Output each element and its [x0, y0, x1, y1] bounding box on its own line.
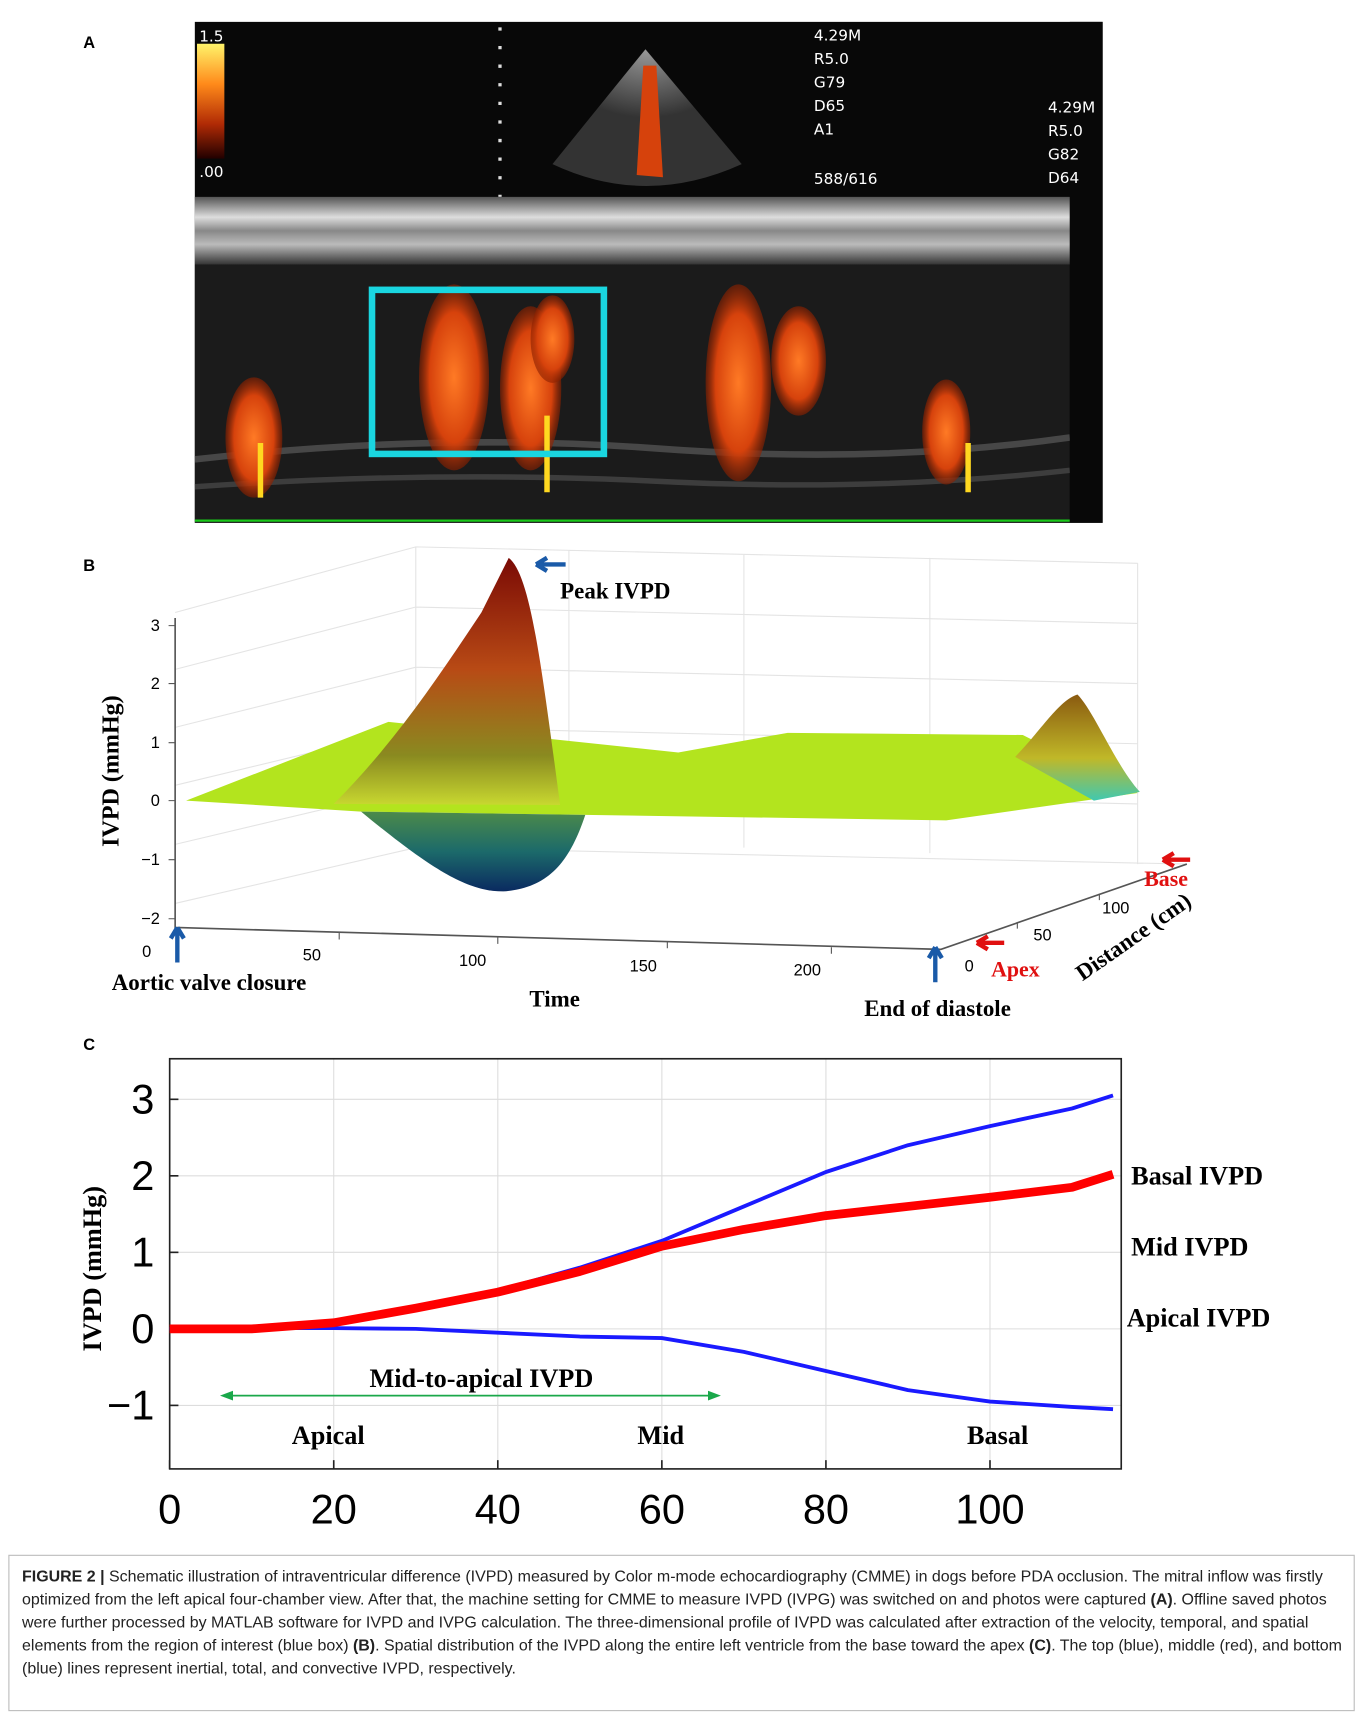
tick-label: 3: [151, 617, 160, 635]
tick-label: 0: [142, 943, 151, 961]
x-tick-label: 20: [311, 1486, 357, 1533]
annotation: Basal IVPD: [1131, 1162, 1263, 1191]
tick-label: 50: [1033, 927, 1051, 945]
plot-frame: [168, 1057, 1123, 1470]
annotation: Apical IVPD: [1127, 1304, 1271, 1333]
tick-labels: 3 2 1 0 −1 −2: [141, 617, 160, 928]
setting: G79: [814, 74, 845, 92]
caption-ref: (B): [352, 1637, 376, 1655]
tick-label: 50: [303, 946, 321, 964]
tick-labels: 0 50 100: [965, 899, 1130, 975]
caption-container: FIGURE 2 | Schematic illustration of int…: [22, 1566, 1345, 1681]
y-tick-label: 3: [131, 1076, 154, 1123]
setting: A1: [814, 121, 834, 139]
x-tick-label: 0: [158, 1486, 181, 1533]
caption-text: . Spatial distribution of the IVPD along…: [375, 1637, 1030, 1655]
annotation: Apex: [991, 958, 1040, 982]
panel-label: B: [83, 557, 95, 575]
annotation: End of diastole: [864, 996, 1011, 1021]
axis-title: Distance (cm): [1071, 888, 1196, 986]
y-tick-label: 1: [131, 1229, 154, 1276]
tick-label: 0: [151, 792, 160, 810]
x-tick-label: 40: [475, 1486, 521, 1533]
tick-label: 150: [630, 957, 657, 975]
frame-counter: 588/616: [814, 170, 878, 188]
x-tick-label: 60: [639, 1486, 685, 1533]
caption-box: [8, 1554, 1355, 1712]
setting: D65: [814, 97, 845, 115]
annotation: Basal: [967, 1421, 1028, 1450]
tick-label: 100: [459, 952, 486, 970]
caption-ref: (C): [1029, 1637, 1052, 1655]
annotation: Base: [1144, 867, 1188, 891]
caption-ref: (A): [1150, 1591, 1173, 1609]
setting: 4.29M: [1048, 99, 1095, 117]
settings-list: 4.29M R5.0 G79 D65 A1: [814, 26, 861, 138]
tick-label: 100: [1102, 899, 1129, 917]
x-tick-label: 80: [803, 1486, 849, 1533]
line-series: [169, 1326, 1114, 1412]
setting: 4.29M: [814, 26, 861, 44]
panel-label: A: [83, 34, 95, 52]
axis-title: Time: [529, 986, 580, 1011]
tick-label: 2: [151, 675, 160, 693]
tick-label: 200: [794, 962, 821, 980]
x-tick-label: 100: [955, 1486, 1024, 1533]
annotation: Aortic valve closure: [112, 970, 307, 995]
setting: D64: [1048, 169, 1079, 187]
axis-title: IVPD (mmHg): [98, 695, 124, 847]
annotation: Apical: [292, 1421, 365, 1450]
annotation: Mid-to-apical IVPD: [369, 1364, 593, 1393]
tick-label: −1: [141, 851, 160, 869]
tick-labels: 0 50 100 150 200: [142, 943, 821, 980]
scale-min: .00: [199, 163, 223, 181]
axis-title: IVPD (mmHg): [78, 1186, 107, 1352]
annotation: Mid: [637, 1421, 684, 1450]
caption-text: . The top (blue), middle (red), and bott…: [22, 1637, 1342, 1678]
panel-label: C: [83, 1036, 95, 1054]
tick-label: −2: [141, 910, 160, 928]
caption-text: . Offline saved photos were further proc…: [22, 1591, 1327, 1655]
caption: FIGURE 2 | Schematic illustration of int…: [22, 1566, 1345, 1681]
scale-max: 1.5: [199, 28, 223, 46]
annotation: Peak IVPD: [560, 578, 670, 603]
caption-label: FIGURE 2 |: [22, 1568, 105, 1586]
tick-label: 1: [151, 734, 160, 752]
line-series: [169, 1093, 1114, 1331]
setting: G82: [1048, 146, 1079, 164]
surface-plot: [168, 546, 1191, 983]
caption-text: Schematic illustration of intraventricul…: [22, 1568, 1323, 1609]
setting: R5.0: [814, 50, 849, 68]
ultrasound-image: [194, 21, 1103, 523]
annotation: Mid IVPD: [1131, 1233, 1248, 1262]
y-tick-label: −1: [107, 1382, 154, 1429]
tick-label: 0: [965, 957, 974, 975]
setting: R5.0: [1048, 122, 1083, 140]
y-tick-label: 0: [131, 1305, 154, 1352]
line-series: [169, 1170, 1115, 1334]
y-tick-label: 2: [131, 1152, 154, 1199]
settings-list: 4.29M R5.0 G82 D64: [1048, 99, 1095, 188]
